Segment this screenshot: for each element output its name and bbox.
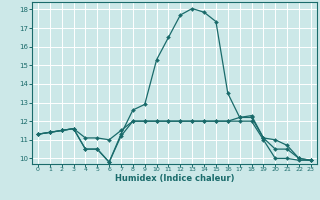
X-axis label: Humidex (Indice chaleur): Humidex (Indice chaleur) — [115, 174, 234, 183]
